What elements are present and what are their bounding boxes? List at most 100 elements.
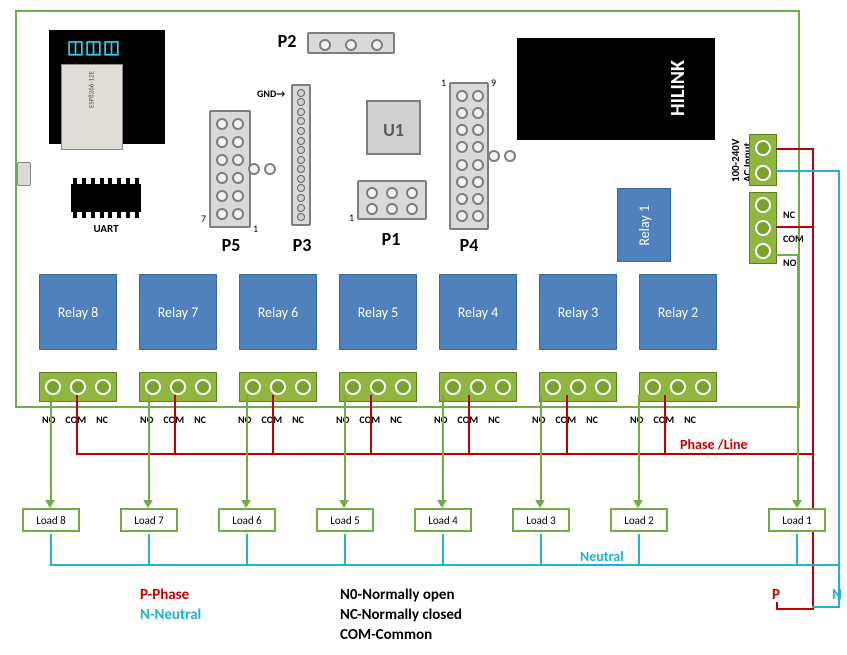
header-p2-label: P2 [269,30,305,52]
terminal-labels-row: NOCOMNC NOCOMNC NOCOMNC NOCOMNC NOCOMNC … [37,413,701,426]
p-stub-h [776,608,814,610]
load-3: Load 3 [512,508,570,532]
r1-no: NO [783,256,796,269]
neutral-drop-3 [540,534,542,564]
neutral-main-vert [838,170,840,608]
phase-to-acin [776,148,812,150]
no-to-load-1-v [797,254,799,506]
p5-pin7: 7 [201,212,206,225]
neutral-drop-8 [50,534,52,564]
phase-drop-4 [468,395,470,453]
load-6: Load 6 [218,508,276,532]
terminal-row [39,372,717,402]
header-p4 [449,82,489,230]
load-8: Load 8 [22,508,80,532]
relay-1-label: Relay 1 [636,205,653,246]
terminal-5 [339,372,417,402]
no-to-load-4 [442,395,444,500]
relay-2: Relay 2 [639,274,717,350]
relay-3: Relay 3 [539,274,617,350]
phase-label: Phase /Line [680,436,748,453]
u1-label: U1 [368,119,419,141]
neutral-label: Neutral [580,548,624,565]
r1-com: COM [783,232,804,245]
u1-chip: U1 [366,100,421,155]
header-p3-label: P3 [285,234,319,256]
terminal-6 [239,372,317,402]
no-to-load-6 [246,395,248,500]
header-p4-label: P4 [449,234,489,256]
terminal-7 [139,372,217,402]
load-7: Load 7 [120,508,178,532]
p1-pin1: 1 [349,211,354,224]
load-4: Load 4 [414,508,472,532]
gnd-label: GND→ [257,87,285,100]
relay-8: Relay 8 [39,274,117,350]
no-to-load-7 [148,395,150,500]
no-to-load-3 [540,395,542,500]
no-to-load-5 [344,395,346,500]
neutral-drop-5 [344,534,346,564]
relay-5: Relay 5 [339,274,417,350]
header-p3 [291,84,311,226]
side-connector [17,162,31,186]
r1-nc: NC [783,208,795,221]
neutral-drop-4 [442,534,444,564]
legend-n-neutral: N-Neutral [140,606,201,624]
diagram-stage: ◫◫◫ ESP8266-12E UART P2 GND→ 7 [0,0,847,655]
terminal-2 [639,372,717,402]
legend-com: COM-Common [340,626,432,644]
neutral-bottom-join [812,606,840,608]
legend-nc: NC-Normally closed [340,606,462,624]
phase-drop-3 [566,395,568,453]
legend-no: N0-Normally open [340,586,455,604]
load-2: Load 2 [610,508,668,532]
esp-antenna-icon: ◫◫◫ [67,36,121,58]
n-marker: N [832,586,842,604]
neutral-bus [50,564,840,566]
neutral-drop-7 [148,534,150,564]
neutral-to-acin [776,170,838,172]
relay-1-terminal [749,192,777,264]
phase-to-r1com [776,226,812,228]
legend-p-phase: P-Phase [140,586,189,604]
phase-drop-5 [370,395,372,453]
phase-drop-8 [76,395,78,453]
header-p2 [307,32,395,54]
hilink-module: HILINK [517,38,715,140]
phase-main-vert [812,148,814,608]
relay-6: Relay 6 [239,274,317,350]
ac-input-terminal [749,134,777,186]
p4-pin9: 9 [491,76,496,89]
terminal-3 [539,372,617,402]
p5-pin1: 1 [253,222,258,235]
esp8266-module: ◫◫◫ ESP8266-12E [49,30,165,144]
relay-7: Relay 7 [139,274,217,350]
no-to-load-2 [638,395,640,500]
header-p5-label: P5 [211,234,251,256]
uart-label: UART [75,222,137,235]
relay-1: Relay 1 [617,188,671,262]
relay-4: Relay 4 [439,274,517,350]
phase-drop-6 [272,395,274,453]
load-5: Load 5 [316,508,374,532]
header-p1-label: P1 [373,228,409,250]
no-to-load-8 [50,395,52,500]
phase-bus [76,453,814,455]
phase-drop-2 [664,395,666,453]
no-to-load-1-h [776,254,798,256]
esp-label: ESP8266-12E [87,70,96,110]
p4-pin1: 1 [441,76,446,89]
header-p1 [357,180,427,220]
neutral-drop-6 [246,534,248,564]
header-p5 [209,110,251,228]
neutral-drop-2 [638,534,640,564]
uart-chip [71,184,141,212]
hilink-label: HILINK [666,0,690,187]
neutral-drop-1 [796,534,798,564]
terminal-4 [439,372,517,402]
phase-drop-7 [174,395,176,453]
pcb-board: ◫◫◫ ESP8266-12E UART P2 GND→ 7 [15,10,800,408]
relay-row: Relay 8 Relay 7 Relay 6 Relay 5 Relay 4 … [39,274,717,350]
load-1: Load 1 [768,508,826,532]
